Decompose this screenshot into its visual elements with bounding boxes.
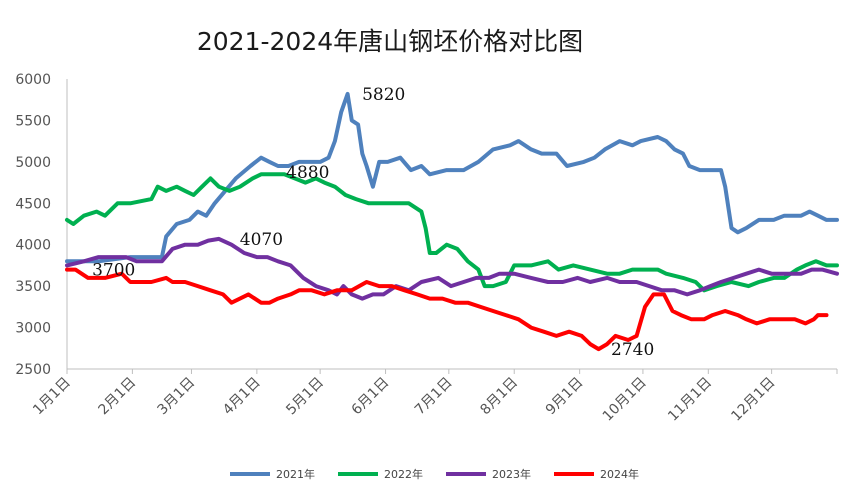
- x-tick-label: 7月1日: [412, 375, 456, 419]
- x-tick-label: 9月1日: [543, 375, 587, 419]
- data-label: 2740: [611, 340, 654, 360]
- legend-entry: 2022年: [384, 467, 423, 481]
- x-tick-label: 12月1日: [728, 375, 778, 425]
- y-tick-label: 5000: [15, 155, 51, 171]
- chart-title: 2021-2024年唐山钢坯价格对比图: [196, 27, 584, 56]
- series-line-2023年: [65, 236, 839, 301]
- x-tick-label: 4月1日: [220, 375, 264, 419]
- series-line-2021年: [65, 91, 839, 264]
- x-tick-label: 8月1日: [477, 375, 521, 419]
- legend: 2021年 2022年 2023年 2024年: [230, 467, 639, 481]
- x-tick-label: 1月1日: [30, 375, 74, 419]
- data-label: 4070: [240, 230, 283, 250]
- x-tick-label: 10月1日: [600, 375, 650, 425]
- data-label: 4880: [286, 163, 329, 183]
- legend-entry: 2024年: [600, 467, 639, 481]
- y-tick-label: 2500: [15, 362, 51, 378]
- data-label: 3700: [92, 261, 135, 281]
- y-tick-label: 4500: [15, 196, 51, 212]
- series-line-2024年: [65, 267, 829, 352]
- series-line-2022年: [65, 172, 839, 293]
- y-tick-label: 6000: [15, 72, 51, 88]
- y-tick-label: 3000: [15, 321, 51, 337]
- axes-layer: 2500 3000 3500 4000 4500 5000 5500 6000 1月1日 2月1日…: [15, 72, 838, 425]
- data-label: 5820: [362, 85, 405, 105]
- x-tick-label: 6月1日: [349, 375, 393, 419]
- y-tick-label: 3500: [15, 279, 51, 295]
- x-tick-label: 11月1日: [665, 375, 715, 425]
- series-layer: [65, 91, 839, 352]
- legend-entry: 2023年: [492, 467, 531, 481]
- annotation-layer: 5820 4880 4070 3700 2740: [92, 85, 654, 360]
- y-tick-label: 5500: [15, 113, 51, 129]
- y-tick-label: 4000: [15, 238, 51, 254]
- x-tick-label: 3月1日: [155, 375, 199, 419]
- x-tick-label: 2月1日: [96, 375, 140, 419]
- x-tick-label: 5月1日: [283, 375, 327, 419]
- legend-entry: 2021年: [276, 467, 315, 481]
